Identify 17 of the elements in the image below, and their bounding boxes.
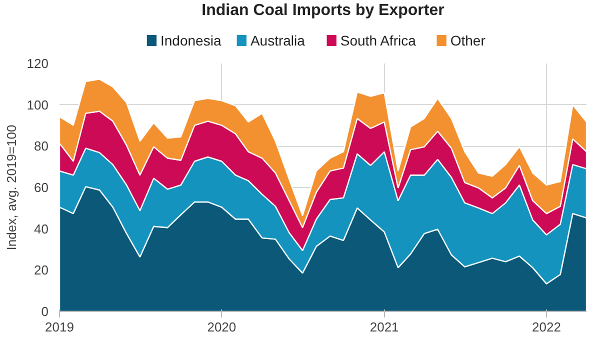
y-axis-title: Index, avg. 2019=100 [4, 124, 19, 250]
x-tick-label: 2019 [45, 320, 74, 334]
x-tick-label: 2021 [370, 320, 399, 334]
y-tick-label: 60 [34, 180, 49, 195]
y-tick-label: 0 [41, 304, 49, 319]
legend-label: Australia [250, 32, 306, 48]
x-tick-label: 2020 [207, 320, 236, 334]
y-tick-label: 20 [34, 262, 49, 278]
x-tick-label: 2022 [532, 320, 561, 334]
y-tick-label: 80 [34, 138, 49, 154]
legend-label: South Africa [340, 32, 416, 48]
legend-label: Indonesia [160, 32, 222, 48]
y-tick-label: 120 [26, 56, 49, 71]
chart-title: Indian Coal Imports by Exporter [202, 2, 444, 19]
y-tick-label: 100 [26, 97, 49, 112]
legend-label: Other [450, 32, 486, 48]
y-tick-label: 40 [34, 221, 49, 236]
